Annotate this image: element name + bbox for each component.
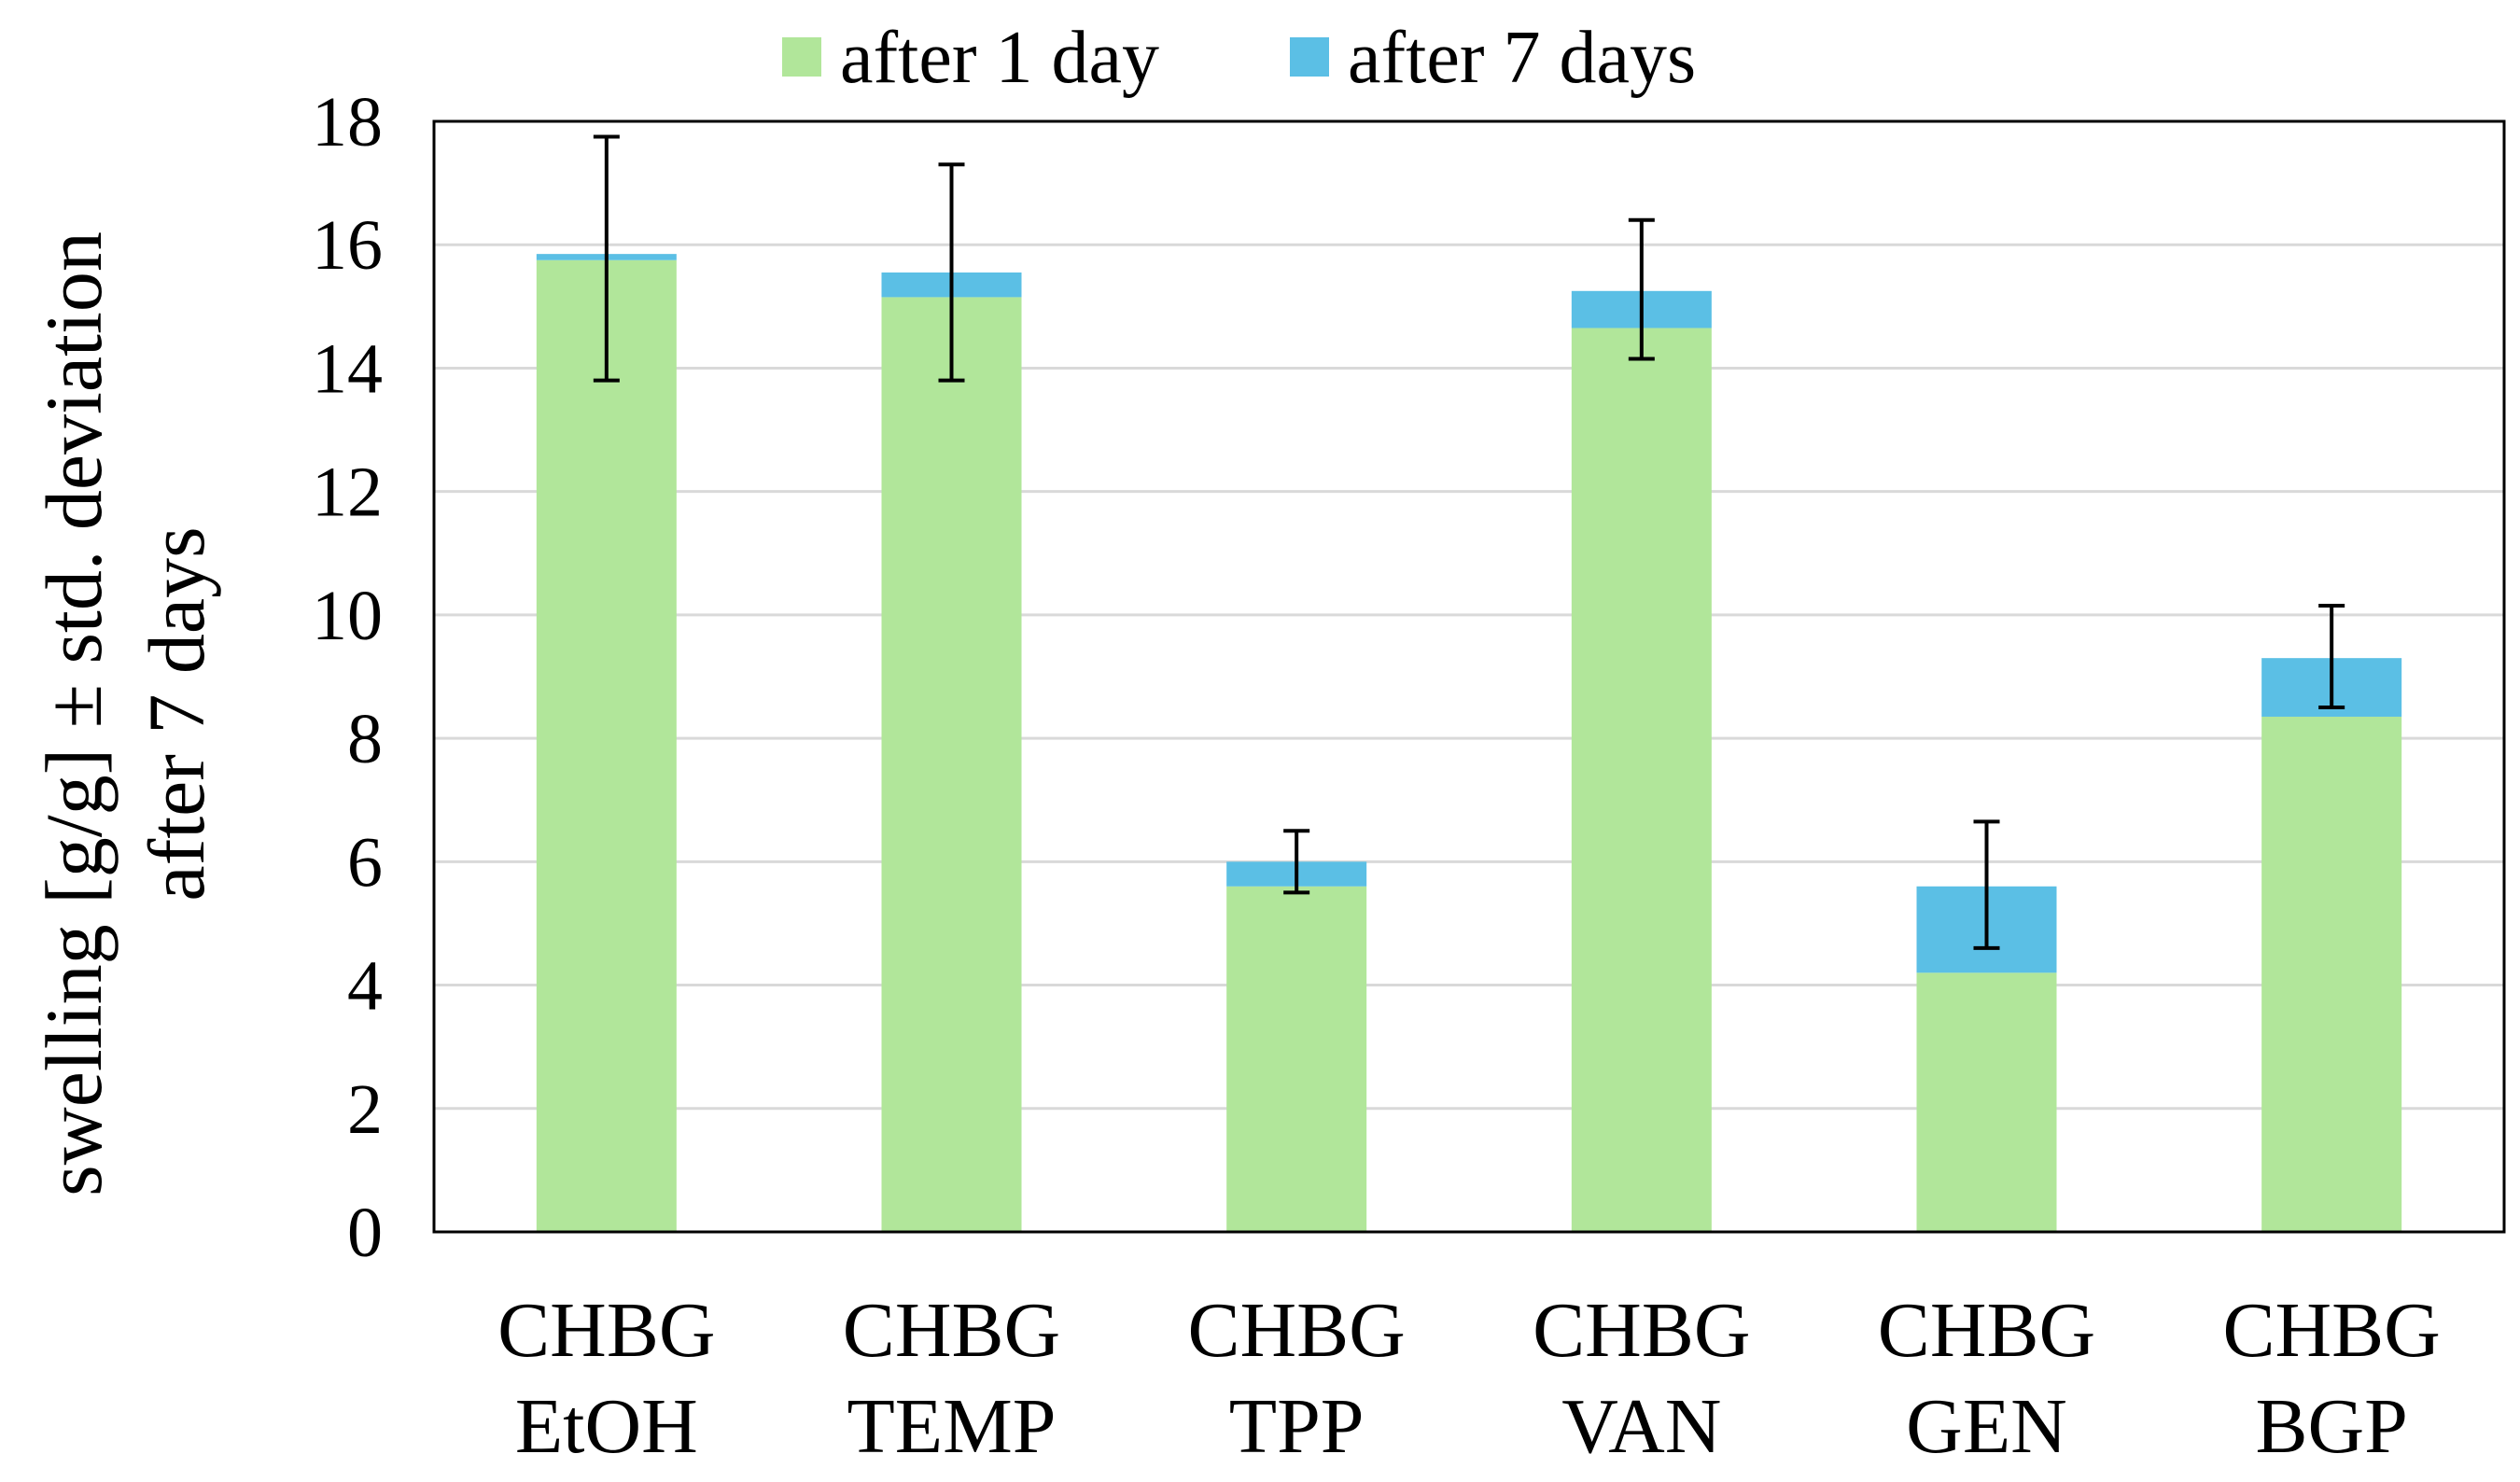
x-category-label-etoh-line-2: EtOH [515, 1383, 698, 1470]
error-bar-bgp [2318, 603, 2345, 710]
bar-temp-after-1-day [881, 297, 1022, 1233]
y-tick-label-4: 4 [347, 947, 383, 1026]
x-category-label-tpp-line-2: TPP [1229, 1383, 1365, 1470]
y-tick-label-16: 16 [312, 206, 383, 285]
y-tick-label-10: 10 [312, 577, 383, 655]
x-category-label-temp-line-1: CHBG [843, 1287, 1060, 1374]
y-tick-label-18: 18 [312, 83, 383, 161]
error-bar-temp [938, 162, 965, 383]
legend-label-after-1-day: after 1 day [840, 17, 1159, 99]
gridlines [434, 243, 2504, 1111]
x-category-label-van-line-1: CHBG [1533, 1287, 1750, 1374]
legend-label-after-7-days: after 7 days [1348, 17, 1696, 99]
x-category-label-temp-line-2: TEMP [847, 1383, 1056, 1470]
error-bar-gen [1973, 819, 2000, 950]
bar-tpp-after-1-day [1226, 886, 1367, 1232]
x-category-label-tpp-line-1: CHBG [1187, 1287, 1405, 1374]
x-category-label-gen-line-1: CHBG [1878, 1287, 2095, 1374]
x-axis-category-labels: CHBG EtOH CHBG TEMP CHBG TPP CHBG VAN CHBG GEN CHB… [497, 1287, 2441, 1470]
y-tick-label-8: 8 [347, 700, 383, 778]
x-category-label-etoh-line-1: CHBG [497, 1287, 715, 1374]
y-axis-tick-labels: 0 2 4 6 8 10 12 14 16 18 [312, 83, 383, 1272]
x-category-label-bgp-line-1: CHBG [2222, 1287, 2440, 1374]
y-tick-label-6: 6 [347, 823, 383, 902]
error-bar-tpp [1283, 829, 1310, 895]
y-axis-title-line-1: swelling [g/g] ± std. deviation [29, 231, 119, 1196]
y-tick-label-2: 2 [347, 1070, 383, 1149]
bar-etoh-after-1-day [536, 259, 677, 1232]
plot-area-frame [432, 119, 2506, 1234]
error-bar-etoh [593, 134, 620, 383]
legend-swatch-after-1-day [782, 37, 821, 77]
y-axis-title-line-2: after 7 days [132, 526, 221, 901]
x-category-label-gen-line-2: GEN [1906, 1383, 2067, 1470]
bars [536, 254, 2402, 1233]
y-tick-label-0: 0 [347, 1194, 383, 1272]
y-axis-title: swelling [g/g] ± std. deviation after 7 … [29, 231, 221, 1196]
bar-van-after-1-day [1571, 328, 1712, 1232]
legend: after 1 day after 7 days [782, 17, 1696, 99]
y-tick-label-12: 12 [312, 454, 383, 532]
x-category-label-van-line-2: VAN [1561, 1383, 1721, 1470]
bar-bgp-after-1-day [2261, 716, 2402, 1232]
bar-gen-after-1-day [1916, 972, 2057, 1232]
legend-swatch-after-7-days [1290, 37, 1329, 77]
x-category-label-bgp-line-2: BGP [2255, 1383, 2407, 1470]
error-bars [593, 134, 2345, 950]
y-tick-label-14: 14 [312, 329, 383, 408]
error-bar-van [1628, 217, 1655, 361]
